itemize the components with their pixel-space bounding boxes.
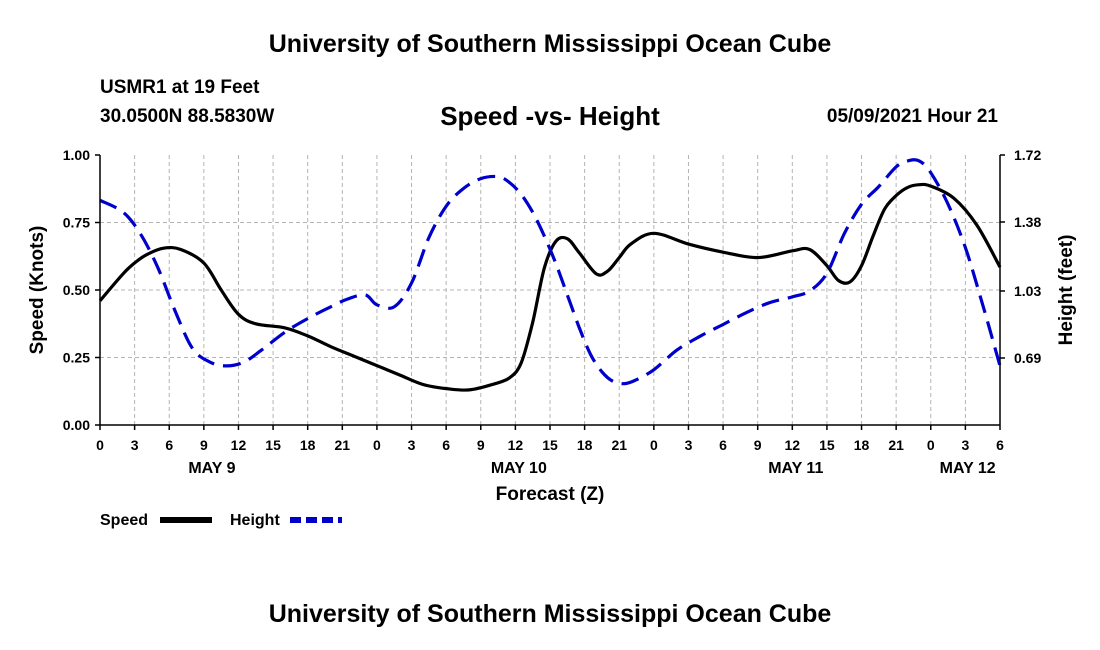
y-tick-label-left: 0.75 — [63, 215, 90, 231]
y-tick-label-right: 1.72 — [1014, 147, 1041, 163]
x-tick-label: 9 — [754, 437, 762, 453]
x-tick-label: 9 — [200, 437, 208, 453]
x-tick-label: 6 — [165, 437, 173, 453]
y-tick-label-right: 1.38 — [1014, 214, 1041, 230]
x-tick-label: 12 — [785, 437, 801, 453]
y-tick-label-left: 1.00 — [63, 147, 90, 163]
x-day-label: MAY 12 — [940, 460, 996, 477]
x-tick-label: 3 — [131, 437, 139, 453]
x-tick-label: 6 — [719, 437, 727, 453]
x-tick-label: 0 — [373, 437, 381, 453]
y-axis-label-left: Speed (Knots) — [27, 226, 48, 355]
x-day-label: MAY 9 — [188, 460, 235, 477]
y-tick-label-left: 0.25 — [63, 350, 90, 366]
series-group — [98, 158, 1002, 392]
station-label: USMR1 at 19 Feet — [100, 77, 260, 98]
x-tick-label: 3 — [685, 437, 693, 453]
y-tick-label-left: 0.50 — [63, 282, 90, 298]
x-tick-label: 15 — [819, 437, 835, 453]
series-line-speed — [98, 182, 1002, 392]
y-tick-label-right: 1.03 — [1014, 283, 1041, 299]
x-tick-label: 12 — [508, 437, 524, 453]
x-day-label: MAY 11 — [768, 460, 823, 477]
x-tick-label: 21 — [888, 437, 904, 453]
x-tick-label: 15 — [542, 437, 558, 453]
x-day-label: MAY 10 — [491, 460, 547, 477]
x-tick-label: 15 — [265, 437, 281, 453]
x-tick-label: 0 — [96, 437, 104, 453]
x-tick-label: 18 — [300, 437, 316, 453]
legend-label-speed: Speed — [100, 512, 148, 529]
x-tick-label: 9 — [477, 437, 485, 453]
x-tick-label: 0 — [650, 437, 658, 453]
x-tick-label: 0 — [927, 437, 935, 453]
y-tick-label-right: 0.69 — [1014, 350, 1041, 366]
x-tick-label: 3 — [408, 437, 416, 453]
x-tick-label: 6 — [442, 437, 450, 453]
station-coordinates: 30.0500N 88.5830W — [100, 106, 275, 127]
x-tick-label: 21 — [335, 437, 351, 453]
legend-label-height: Height — [230, 512, 280, 529]
x-tick-label: 21 — [611, 437, 627, 453]
axes: 0 3 6 9 12 15 18 21 0 3 6 9 12 15 18 21 0 3 6 9 12 15 18 21 0 3 6 0… — [63, 147, 1042, 477]
x-tick-label: 18 — [854, 437, 870, 453]
grid — [100, 155, 1000, 425]
chart-title: Speed -vs- Height — [440, 101, 660, 131]
x-tick-label: 18 — [577, 437, 593, 453]
x-tick-label: 3 — [961, 437, 969, 453]
series-line-height — [99, 158, 1002, 386]
footer-title: University of Southern Mississippi Ocean… — [268, 600, 832, 628]
x-axis-label: Forecast (Z) — [496, 484, 605, 505]
x-tick-label: 12 — [231, 437, 247, 453]
legend: Speed Height — [100, 512, 342, 529]
page-title: University of Southern Mississippi Ocean… — [268, 30, 832, 58]
y-tick-label-left: 0.00 — [63, 417, 90, 433]
x-tick-label: 6 — [996, 437, 1004, 453]
y-axis-label-right: Height (feet) — [1056, 235, 1077, 346]
forecast-datetime: 05/09/2021 Hour 21 — [826, 106, 998, 127]
